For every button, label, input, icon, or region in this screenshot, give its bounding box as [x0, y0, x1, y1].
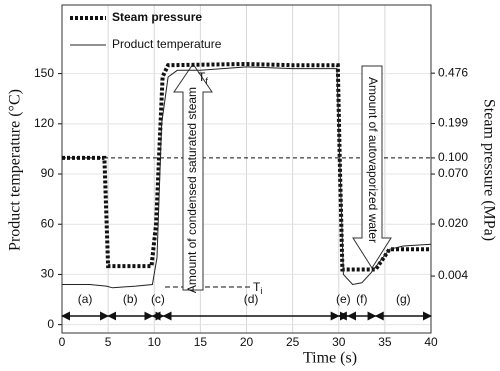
x-tick-label: 10: [148, 335, 162, 349]
x-tick-label: 30: [332, 335, 346, 349]
annotation: Tf: [198, 70, 208, 86]
x-tick-label: 5: [105, 335, 112, 349]
y2-tick-label: 0.004: [438, 268, 468, 282]
phase-label: (g): [396, 292, 411, 306]
annotation-text: T: [253, 280, 261, 294]
annotation-sub: i: [260, 286, 262, 296]
y2-tick-label: 0.020: [438, 216, 468, 230]
y-tick-label: 0: [47, 317, 54, 331]
y-tick-label: 30: [41, 267, 55, 281]
phase-label: (a): [78, 292, 93, 306]
annotation-sub: f: [205, 76, 208, 86]
y2-tick-label: 0.100: [438, 150, 468, 164]
y-tick-label: 120: [34, 116, 54, 130]
y2-tick-label: 0.070: [438, 166, 468, 180]
annotation: Amount of condensed saturated steam: [185, 87, 199, 293]
annotation: Ti: [253, 280, 262, 296]
phase-label: (d): [244, 292, 259, 306]
y2-tick-label: 0.199: [438, 116, 468, 130]
series-line: [62, 66, 432, 289]
y-axis-title: Product temperature (°C): [7, 89, 24, 251]
phase-label: (e): [336, 292, 351, 306]
legend-label: Product temperature: [112, 37, 222, 51]
y-tick-label: 150: [34, 66, 54, 80]
phase-label: (c): [151, 292, 165, 306]
legend-label: Steam pressure: [112, 10, 202, 24]
x-axis-title: Time (s): [303, 350, 357, 367]
y-tick-label: 90: [41, 166, 55, 180]
autovaporized-arrow: [352, 65, 392, 269]
y2-tick-label: 0.476: [438, 65, 468, 79]
y-tick-label: 60: [41, 216, 55, 230]
plot-frame: [61, 4, 432, 334]
annotation: Amount of autovaporized water: [366, 77, 380, 243]
x-tick-label: 20: [240, 335, 254, 349]
x-tick-label: 40: [424, 335, 438, 349]
x-tick-label: 0: [59, 335, 66, 349]
condensed-arrow: [173, 63, 213, 291]
series-line: [62, 61, 431, 272]
x-tick-label: 25: [286, 335, 300, 349]
annotation-text: T: [198, 70, 206, 84]
phase-label: (b): [123, 292, 138, 306]
phase-label: (f): [356, 292, 367, 306]
x-tick-label: 15: [194, 335, 208, 349]
y2-axis-title: Steam pressure (MPa): [480, 99, 497, 241]
x-tick-label: 35: [378, 335, 392, 349]
